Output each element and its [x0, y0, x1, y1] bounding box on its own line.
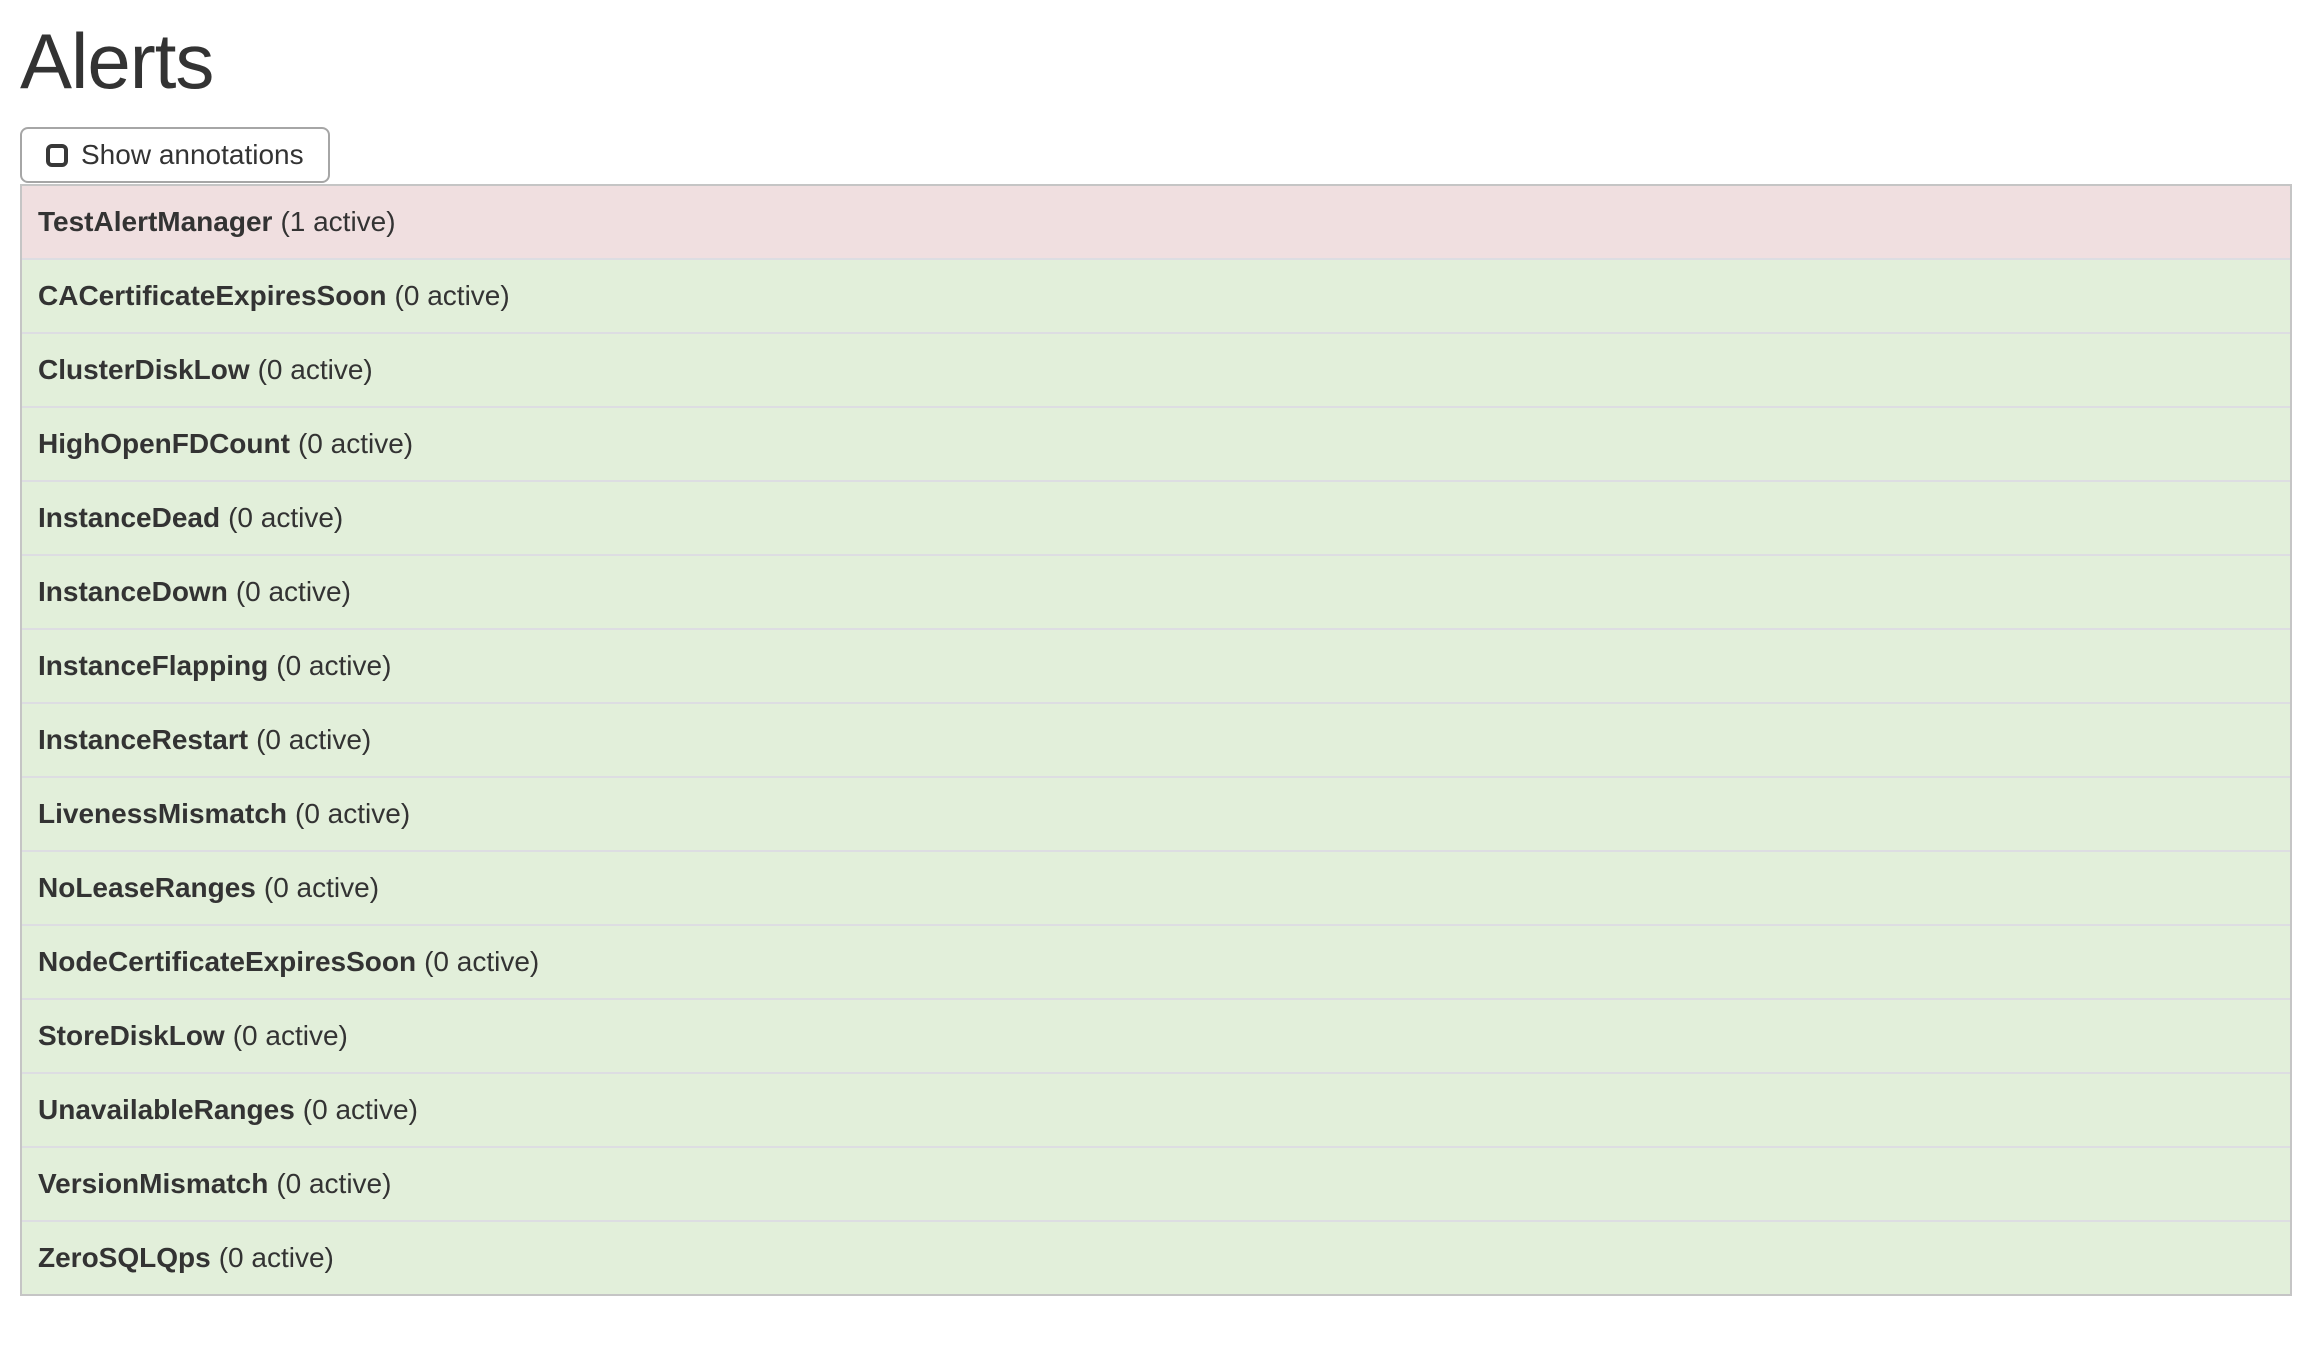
alert-active-count: (0 active) — [235, 576, 351, 607]
alert-row-NodeCertificateExpiresSoon[interactable]: NodeCertificateExpiresSoon (0 active) — [22, 924, 2290, 998]
alert-name: CACertificateExpiresSoon — [38, 280, 387, 311]
show-annotations-label: Show annotations — [81, 139, 304, 170]
alert-active-count: (0 active) — [302, 1094, 418, 1125]
page-title: Alerts — [20, 17, 214, 105]
alert-row-NoLeaseRanges[interactable]: NoLeaseRanges (0 active) — [22, 850, 2290, 924]
alert-row-InstanceRestart[interactable]: InstanceRestart (0 active) — [22, 702, 2290, 776]
alert-name: LivenessMismatch — [38, 798, 287, 829]
alert-name: VersionMismatch — [38, 1168, 269, 1199]
alert-row-InstanceFlapping[interactable]: InstanceFlapping (0 active) — [22, 628, 2290, 702]
show-annotations-button[interactable]: Show annotations — [20, 127, 330, 183]
alert-row-InstanceDown[interactable]: InstanceDown (0 active) — [22, 554, 2290, 628]
alert-row-ZeroSQLQps[interactable]: ZeroSQLQps (0 active) — [22, 1220, 2290, 1294]
alert-row-InstanceDead[interactable]: InstanceDead (0 active) — [22, 480, 2290, 554]
alert-row-ClusterDiskLow[interactable]: ClusterDiskLow (0 active) — [22, 332, 2290, 406]
alert-name: InstanceFlapping — [38, 650, 269, 681]
alert-name: ZeroSQLQps — [38, 1242, 211, 1273]
alert-active-count: (0 active) — [228, 502, 344, 533]
alert-active-count: (0 active) — [424, 946, 540, 977]
alert-row-VersionMismatch[interactable]: VersionMismatch (0 active) — [22, 1146, 2290, 1220]
alert-active-count: (0 active) — [256, 724, 372, 755]
alert-name: NodeCertificateExpiresSoon — [38, 946, 417, 977]
alerts-list: TestAlertManager (1 active) CACertificat… — [20, 184, 2292, 1296]
alert-active-count: (1 active) — [280, 206, 396, 237]
alerts-page: Alerts Show annotations TestAlertManager… — [0, 18, 2312, 1296]
alert-name: InstanceDead — [38, 502, 221, 533]
checkbox-icon[interactable] — [46, 143, 68, 167]
alert-active-count: (0 active) — [263, 872, 380, 903]
alert-name: InstanceDown — [38, 576, 228, 607]
alert-active-count: (0 active) — [297, 428, 414, 459]
alert-row-TestAlertManager[interactable]: TestAlertManager (1 active) — [22, 186, 2290, 258]
alert-name: ClusterDiskLow — [38, 354, 250, 385]
alert-row-UnavailableRanges[interactable]: UnavailableRanges (0 active) — [22, 1072, 2290, 1146]
alert-active-count: (0 active) — [232, 1020, 348, 1051]
alert-active-count: (0 active) — [257, 354, 373, 385]
alert-active-count: (0 active) — [295, 798, 411, 829]
alert-name: HighOpenFDCount — [38, 428, 290, 459]
alert-active-count: (0 active) — [276, 650, 392, 681]
alert-active-count: (0 active) — [394, 280, 510, 311]
alert-row-HighOpenFDCount[interactable]: HighOpenFDCount (0 active) — [22, 406, 2290, 480]
alert-name: NoLeaseRanges — [38, 872, 256, 903]
alert-name: TestAlertManager — [38, 206, 273, 237]
alert-active-count: (0 active) — [276, 1168, 392, 1199]
alert-row-LivenessMismatch[interactable]: LivenessMismatch (0 active) — [22, 776, 2290, 850]
alert-row-CACertificateExpiresSoon[interactable]: CACertificateExpiresSoon (0 active) — [22, 258, 2290, 332]
alert-name: UnavailableRanges — [38, 1094, 295, 1125]
alert-active-count: (0 active) — [218, 1242, 334, 1273]
alert-name: StoreDiskLow — [38, 1020, 225, 1051]
alert-name: InstanceRestart — [38, 724, 249, 755]
alert-row-StoreDiskLow[interactable]: StoreDiskLow (0 active) — [22, 998, 2290, 1072]
